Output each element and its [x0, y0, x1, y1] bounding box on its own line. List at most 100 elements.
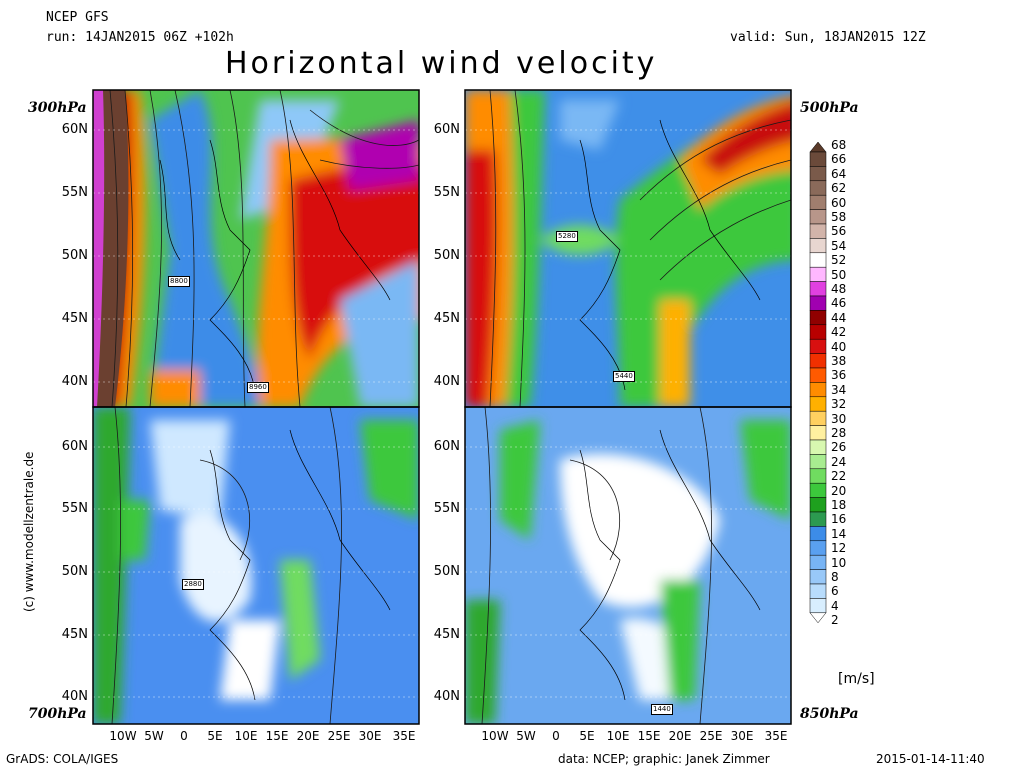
longitude-label: 10E: [606, 729, 630, 743]
colorbar-tick-label: 16: [831, 512, 847, 527]
colorbar-swatch: [809, 151, 827, 167]
isoline-label: 5440: [613, 371, 635, 382]
colorbar-tick-label: 20: [831, 483, 847, 498]
panel-500hpa: [465, 90, 791, 407]
colorbar-swatch: [809, 511, 827, 527]
longitude-label: 10E: [234, 729, 258, 743]
latitude-label: 50N: [61, 248, 88, 263]
latitude-label: 60N: [433, 122, 460, 137]
colorbar-top-arrow: [809, 141, 827, 153]
isoline-label: 1440: [651, 704, 673, 715]
colorbar-swatch: [809, 252, 827, 268]
colorbar-tick-label: 54: [831, 238, 847, 253]
colorbar-swatch: [809, 266, 827, 282]
colorbar-swatch: [809, 180, 827, 196]
colorbar-tick-label: 6: [831, 584, 839, 599]
isoline-label: 8800: [168, 276, 190, 287]
longitude-label: 25E: [699, 729, 723, 743]
colorbar-tick-label: 32: [831, 397, 847, 412]
colorbar-tick-label: 52: [831, 253, 847, 268]
latitude-label: 60N: [433, 439, 460, 454]
colorbar-tick-label: 18: [831, 498, 847, 512]
longitude-label: 35E: [764, 729, 788, 743]
panel-label-500: 500hPa: [800, 100, 859, 116]
colorbar-swatch: [809, 540, 827, 556]
colorbar-swatch: [809, 468, 827, 484]
panel-850hpa: [465, 407, 791, 724]
colorbar-swatch: [809, 338, 827, 354]
colorbar-swatch: [809, 367, 827, 383]
latitude-label: 40N: [61, 689, 88, 704]
latitude-label: 55N: [61, 185, 88, 200]
colorbar-tick-label: 48: [831, 282, 847, 296]
colorbar-swatch: [809, 410, 827, 426]
model-name: NCEP GFS: [46, 10, 109, 25]
colorbar-tick-label: 64: [831, 166, 847, 181]
colorbar-tick-label: 58: [831, 210, 847, 224]
colorbar-tick-label: 14: [831, 526, 847, 541]
colorbar-swatch: [809, 166, 827, 182]
latitude-label: 55N: [433, 501, 460, 516]
colorbar-swatch: [809, 353, 827, 369]
colorbar-tick-label: 10: [831, 555, 847, 570]
colorbar-swatch: [809, 583, 827, 599]
colorbar-tick-label: 66: [831, 152, 847, 167]
colorbar-tick-label: 40: [831, 339, 847, 354]
latitude-label: 45N: [61, 311, 88, 326]
colorbar-swatch: [809, 569, 827, 585]
latitude-label: 50N: [433, 564, 460, 579]
longitude-label: 0: [552, 729, 560, 743]
latitude-label: 60N: [61, 439, 88, 454]
latitude-label: 40N: [433, 374, 460, 389]
longitude-label: 5E: [579, 729, 595, 743]
colorbar-tick-label: 68: [831, 138, 847, 152]
colorbar-swatch: [809, 497, 827, 513]
longitude-label: 10W: [109, 729, 137, 743]
colorbar-tick-label: 2: [831, 613, 839, 628]
colorbar-swatch: [809, 194, 827, 210]
colorbar-tick-label: 26: [831, 440, 847, 455]
isoline-label: 8960: [247, 382, 269, 393]
latitude-label: 40N: [433, 689, 460, 704]
colorbar-tick-label: 42: [831, 325, 847, 340]
panel-label-700: 700hPa: [28, 706, 87, 722]
colorbar-tick-label: 62: [831, 181, 847, 196]
colorbar-tick-label: 46: [831, 296, 847, 311]
colorbar-swatch: [809, 425, 827, 441]
longitude-label: 5W: [516, 729, 536, 743]
latitude-label: 45N: [433, 311, 460, 326]
longitude-label: 15E: [637, 729, 661, 743]
colorbar-swatch: [809, 281, 827, 297]
isoline-label: 5280: [556, 231, 578, 242]
colorbar-tick-label: 44: [831, 310, 847, 325]
credit-text: (c) www.modellzentrale.de: [22, 451, 36, 612]
colorbar-swatch: [809, 526, 827, 542]
longitude-label: 20E: [668, 729, 692, 743]
colorbar-swatch: [809, 223, 827, 239]
longitude-label: 20E: [296, 729, 320, 743]
latitude-label: 50N: [433, 248, 460, 263]
colorbar-unit: [m/s]: [838, 671, 875, 687]
longitude-label: 5E: [207, 729, 223, 743]
colorbar-tick-label: 4: [831, 598, 839, 613]
colorbar-tick-label: 24: [831, 454, 847, 469]
panel-label-300: 300hPa: [28, 100, 87, 116]
longitude-label: 0: [180, 729, 188, 743]
longitude-label: 15E: [265, 729, 289, 743]
colorbar-tick-label: 30: [831, 411, 847, 426]
colorbar-tick-label: 56: [831, 224, 847, 239]
colorbar-tick-label: 12: [831, 541, 847, 556]
colorbar-swatch: [809, 439, 827, 455]
longitude-label: 5W: [144, 729, 164, 743]
colorbar-swatch: [809, 310, 827, 326]
colorbar-swatch: [809, 238, 827, 254]
longitude-label: 30E: [730, 729, 754, 743]
colorbar-swatch: [809, 209, 827, 225]
latitude-label: 45N: [433, 627, 460, 642]
footer-software: GrADS: COLA/IGES: [6, 752, 119, 766]
colorbar-tick-label: 38: [831, 354, 847, 368]
longitude-label: 10W: [481, 729, 509, 743]
colorbar-tick-label: 22: [831, 469, 847, 484]
colorbar: [809, 141, 827, 624]
colorbar-tick-label: 34: [831, 382, 847, 397]
